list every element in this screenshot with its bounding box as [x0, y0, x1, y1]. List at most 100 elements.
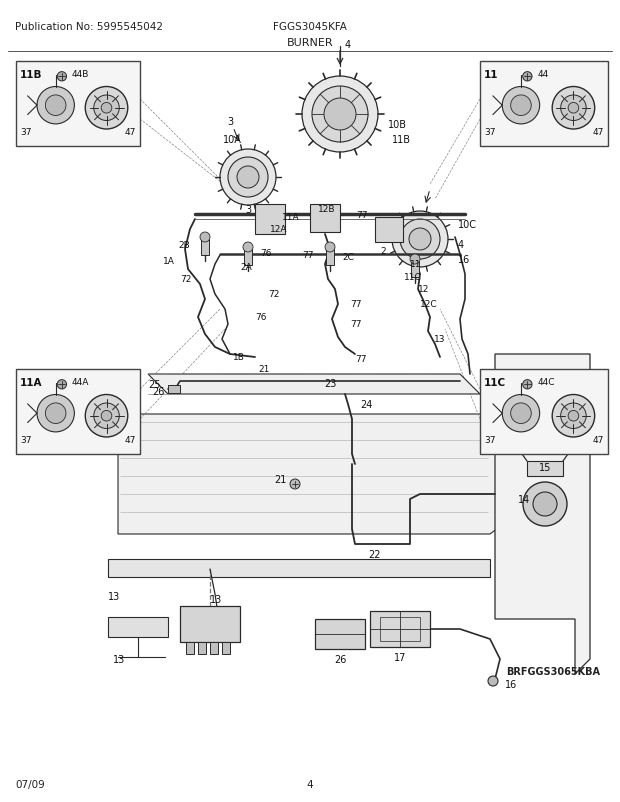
- Bar: [375, 217, 403, 243]
- Bar: [180, 606, 240, 642]
- Bar: [370, 611, 430, 647]
- Text: 11: 11: [484, 70, 498, 80]
- Circle shape: [57, 380, 66, 390]
- Text: 13: 13: [113, 654, 125, 664]
- Circle shape: [37, 87, 74, 125]
- Circle shape: [94, 96, 119, 121]
- Bar: [411, 261, 419, 277]
- Circle shape: [533, 492, 557, 516]
- Circle shape: [502, 87, 539, 125]
- Text: 11B: 11B: [20, 70, 43, 80]
- Circle shape: [302, 77, 378, 153]
- Text: 44A: 44A: [72, 378, 89, 387]
- Circle shape: [560, 96, 586, 121]
- Bar: [515, 437, 575, 445]
- Text: 47: 47: [593, 128, 604, 137]
- Circle shape: [243, 243, 253, 253]
- Bar: [16, 62, 140, 147]
- Text: 11A: 11A: [282, 213, 299, 222]
- Circle shape: [237, 167, 259, 188]
- Text: 4: 4: [345, 40, 351, 50]
- Bar: [186, 642, 194, 654]
- Text: 15: 15: [539, 463, 551, 472]
- Text: 44C: 44C: [538, 378, 555, 387]
- Text: 47: 47: [593, 435, 604, 444]
- Text: 16: 16: [458, 255, 470, 265]
- Circle shape: [86, 395, 128, 437]
- Text: 77: 77: [355, 355, 366, 364]
- Bar: [315, 619, 365, 649]
- Text: 13: 13: [434, 335, 446, 344]
- Text: Publication No: 5995545042: Publication No: 5995545042: [15, 22, 163, 32]
- Circle shape: [290, 480, 300, 489]
- Circle shape: [86, 87, 128, 130]
- Text: 47: 47: [125, 128, 136, 137]
- Circle shape: [400, 220, 440, 260]
- Text: 37: 37: [484, 128, 495, 137]
- Bar: [222, 642, 230, 654]
- Bar: [201, 240, 209, 256]
- Bar: [244, 249, 252, 265]
- Text: 2C: 2C: [342, 253, 354, 262]
- Text: 44B: 44B: [72, 70, 89, 79]
- Text: 11: 11: [410, 260, 422, 269]
- Text: 11C: 11C: [484, 378, 506, 387]
- Circle shape: [523, 482, 567, 526]
- Circle shape: [37, 395, 74, 432]
- Polygon shape: [148, 375, 480, 395]
- Text: 11C: 11C: [404, 273, 422, 282]
- Circle shape: [511, 403, 531, 424]
- Text: BURNER: BURNER: [286, 38, 334, 48]
- Text: 23: 23: [324, 379, 336, 388]
- Text: 21: 21: [258, 365, 269, 374]
- Text: 20: 20: [95, 424, 108, 435]
- Text: 22: 22: [369, 549, 381, 559]
- Circle shape: [101, 103, 112, 114]
- Circle shape: [560, 403, 586, 429]
- Circle shape: [552, 87, 595, 130]
- Text: 44: 44: [538, 70, 549, 79]
- Circle shape: [312, 87, 368, 143]
- Bar: [198, 642, 206, 654]
- Text: 1A: 1A: [163, 257, 175, 266]
- Bar: [326, 249, 334, 265]
- Text: 2A: 2A: [240, 263, 252, 272]
- Circle shape: [511, 95, 531, 116]
- Text: 26: 26: [334, 654, 346, 664]
- Circle shape: [45, 95, 66, 116]
- Text: 13: 13: [210, 594, 222, 604]
- Circle shape: [502, 395, 539, 432]
- Polygon shape: [118, 415, 510, 534]
- Circle shape: [568, 103, 578, 114]
- Bar: [108, 618, 168, 638]
- Text: 77: 77: [302, 250, 314, 259]
- Text: 07/09: 07/09: [15, 779, 45, 789]
- Text: 12B: 12B: [318, 205, 335, 214]
- Circle shape: [410, 255, 420, 265]
- Text: 11A: 11A: [20, 378, 43, 387]
- Bar: [380, 618, 420, 642]
- Text: 2B: 2B: [179, 241, 190, 249]
- Text: 26: 26: [153, 387, 165, 396]
- Text: 1B: 1B: [233, 353, 245, 362]
- Text: FGGS3045KFA: FGGS3045KFA: [273, 22, 347, 32]
- Bar: [108, 559, 490, 577]
- Text: 17: 17: [394, 652, 406, 662]
- Text: 12: 12: [418, 286, 430, 294]
- Text: 77: 77: [356, 210, 368, 219]
- Circle shape: [523, 380, 532, 390]
- Circle shape: [324, 99, 356, 131]
- Circle shape: [45, 403, 66, 424]
- Bar: [527, 461, 563, 476]
- Bar: [210, 642, 218, 654]
- Text: 77: 77: [350, 320, 361, 329]
- Text: 10C: 10C: [458, 220, 477, 229]
- Text: 2: 2: [380, 247, 386, 256]
- Text: 13: 13: [108, 591, 120, 602]
- Circle shape: [228, 158, 268, 198]
- Polygon shape: [495, 354, 590, 674]
- Text: 37: 37: [484, 435, 495, 444]
- Text: 11B: 11B: [392, 135, 411, 145]
- Text: eReplacementParts.com: eReplacementParts.com: [226, 423, 394, 436]
- Bar: [168, 386, 180, 394]
